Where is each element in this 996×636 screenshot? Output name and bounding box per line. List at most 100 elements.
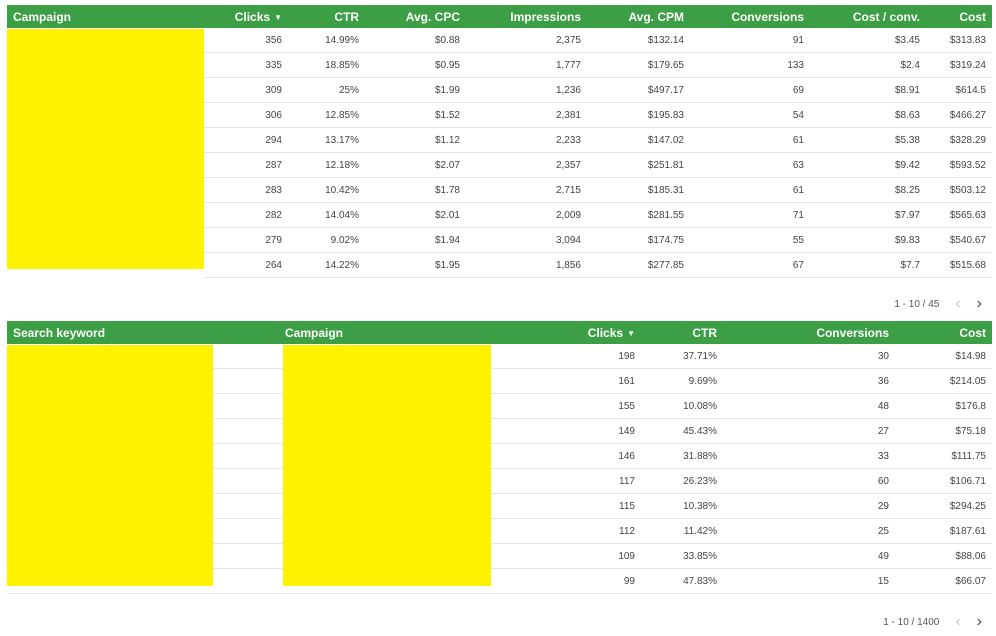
cell-conversions: 71 xyxy=(690,202,810,228)
cell-cost: $176.8 xyxy=(895,393,992,419)
cell-clicks: 356 xyxy=(204,28,288,53)
cell-ctr: 33.85% xyxy=(641,543,723,569)
cell-clicks: 306 xyxy=(204,102,288,128)
cell-avg-cpc: $0.95 xyxy=(365,52,466,78)
column-header-conversions[interactable]: Conversions xyxy=(690,5,810,28)
cell-ctr: 31.88% xyxy=(641,443,723,469)
cell-cost-conv: $9.83 xyxy=(810,227,926,253)
cell-ctr: 9.69% xyxy=(641,368,723,394)
pagination-table1: 1 - 10 / 45 ‹ › xyxy=(894,296,982,312)
cell-avg-cpc: $2.07 xyxy=(365,152,466,178)
cell-cost: $214.05 xyxy=(895,368,992,394)
column-header-avg-cpc[interactable]: Avg. CPC xyxy=(365,5,466,28)
cell-conversions: 60 xyxy=(723,468,895,494)
chevron-left-icon[interactable]: ‹ xyxy=(955,295,961,312)
cell-cost: $294.25 xyxy=(895,493,992,519)
column-header-impressions[interactable]: Impressions xyxy=(466,5,587,28)
pagination-table2: 1 - 10 / 1400 ‹ › xyxy=(883,614,982,630)
cell-ctr: 12.85% xyxy=(288,102,365,128)
cell-cost: $313.83 xyxy=(926,28,992,53)
cell-ctr: 9.02% xyxy=(288,227,365,253)
cell-cost-conv: $9.42 xyxy=(810,152,926,178)
sort-desc-icon[interactable]: ▼ xyxy=(274,12,282,22)
cell-avg-cpm: $277.85 xyxy=(587,252,690,278)
column-header-clicks[interactable]: Clicks ▼ xyxy=(573,321,641,344)
cell-cost: $515.68 xyxy=(926,252,992,278)
sort-desc-icon[interactable]: ▼ xyxy=(627,328,635,338)
table-header-row: Campaign Clicks ▼ CTR Avg. CPC Impression… xyxy=(7,5,992,28)
cell-ctr: 37.71% xyxy=(641,344,723,369)
column-header-cost-per-conv[interactable]: Cost / conv. xyxy=(810,5,926,28)
cell-cost-conv: $8.91 xyxy=(810,77,926,103)
column-header-clicks[interactable]: Clicks ▼ xyxy=(204,5,288,28)
pagination-range: 1 - 10 / 45 xyxy=(894,298,940,310)
chevron-left-icon[interactable]: ‹ xyxy=(955,613,961,630)
cell-clicks: 282 xyxy=(204,202,288,228)
cell-clicks: 283 xyxy=(204,177,288,203)
cell-avg-cpc: $1.78 xyxy=(365,177,466,203)
cell-clicks: 99 xyxy=(573,568,641,594)
cell-conversions: 25 xyxy=(723,518,895,544)
column-header-ctr[interactable]: CTR xyxy=(641,321,723,344)
column-header-search-keyword[interactable]: Search keyword xyxy=(7,321,279,344)
cell-avg-cpc: $1.52 xyxy=(365,102,466,128)
column-header-campaign[interactable]: Campaign xyxy=(7,5,204,28)
cell-cost-conv: $5.38 xyxy=(810,127,926,153)
cell-cost: $88.06 xyxy=(895,543,992,569)
cell-conversions: 15 xyxy=(723,568,895,594)
cell-conversions: 91 xyxy=(690,28,810,53)
cell-avg-cpc: $2.01 xyxy=(365,202,466,228)
cell-avg-cpm: $195.83 xyxy=(587,102,690,128)
column-header-cost[interactable]: Cost xyxy=(895,321,992,344)
redacted-campaign-names xyxy=(7,29,204,269)
cell-conversions: 69 xyxy=(690,77,810,103)
cell-impressions: 1,777 xyxy=(466,52,587,78)
cell-impressions: 2,009 xyxy=(466,202,587,228)
cell-clicks: 309 xyxy=(204,77,288,103)
cell-ctr: 26.23% xyxy=(641,468,723,494)
cell-cost: $111.75 xyxy=(895,443,992,469)
chevron-right-icon[interactable]: › xyxy=(976,295,982,312)
cell-cost: $328.29 xyxy=(926,127,992,153)
cell-conversions: 67 xyxy=(690,252,810,278)
column-header-campaign[interactable]: Campaign xyxy=(279,321,573,344)
cell-conversions: 33 xyxy=(723,443,895,469)
column-header-conversions[interactable]: Conversions xyxy=(723,321,895,344)
cell-ctr: 14.22% xyxy=(288,252,365,278)
cell-avg-cpc: $1.94 xyxy=(365,227,466,253)
cell-clicks: 112 xyxy=(573,518,641,544)
cell-avg-cpc: $1.95 xyxy=(365,252,466,278)
cell-clicks: 146 xyxy=(573,443,641,469)
cell-ctr: 14.99% xyxy=(288,28,365,53)
table-row[interactable]: 264 14.22% $1.95 1,856 $277.85 67 $7.7 $515.68 xyxy=(7,252,992,278)
cell-avg-cpc: $1.99 xyxy=(365,77,466,103)
cell-cost: $503.12 xyxy=(926,177,992,203)
cell-clicks: 149 xyxy=(573,418,641,444)
cell-cost: $540.67 xyxy=(926,227,992,253)
cell-ctr: 10.38% xyxy=(641,493,723,519)
cell-ctr: 12.18% xyxy=(288,152,365,178)
cell-cost-conv: $8.25 xyxy=(810,177,926,203)
column-header-avg-cpm[interactable]: Avg. CPM xyxy=(587,5,690,28)
cell-avg-cpm: $251.81 xyxy=(587,152,690,178)
cell-clicks: 287 xyxy=(204,152,288,178)
cell-clicks: 335 xyxy=(204,52,288,78)
cell-avg-cpm: $281.55 xyxy=(587,202,690,228)
cell-ctr: 10.42% xyxy=(288,177,365,203)
cell-clicks: 115 xyxy=(573,493,641,519)
cell-cost: $14.98 xyxy=(895,344,992,369)
cell-cost: $106.71 xyxy=(895,468,992,494)
column-header-cost[interactable]: Cost xyxy=(926,5,992,28)
cell-conversions: 49 xyxy=(723,543,895,569)
cell-impressions: 2,375 xyxy=(466,28,587,53)
cell-ctr: 13.17% xyxy=(288,127,365,153)
cell-conversions: 54 xyxy=(690,102,810,128)
column-header-ctr[interactable]: CTR xyxy=(288,5,365,28)
cell-ctr: 11.42% xyxy=(641,518,723,544)
cell-avg-cpc: $1.12 xyxy=(365,127,466,153)
cell-impressions: 3,094 xyxy=(466,227,587,253)
cell-impressions: 1,856 xyxy=(466,252,587,278)
cell-cost-conv: $7.97 xyxy=(810,202,926,228)
cell-conversions: 61 xyxy=(690,127,810,153)
chevron-right-icon[interactable]: › xyxy=(976,613,982,630)
